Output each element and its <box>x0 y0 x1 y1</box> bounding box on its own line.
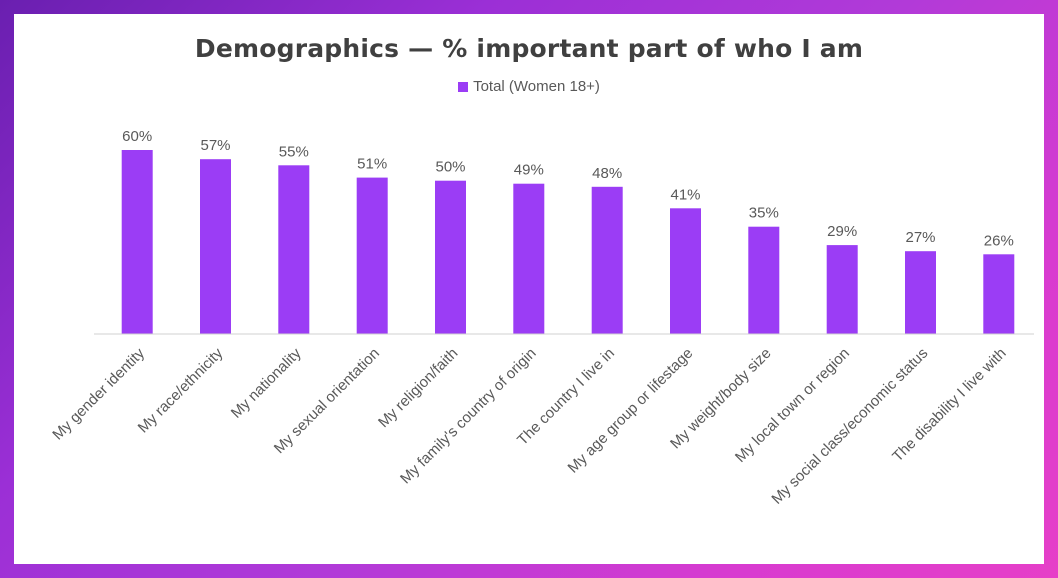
bar <box>278 165 310 334</box>
bar <box>435 180 466 334</box>
legend-swatch <box>458 81 469 92</box>
bar <box>905 251 936 334</box>
data-label: 49% <box>514 162 544 179</box>
data-label: 48% <box>592 165 622 182</box>
slide-panel: Demographics — % important part of who I… <box>14 14 1044 564</box>
category-label: My social class/economic status <box>768 345 931 508</box>
data-label: 57% <box>200 137 230 154</box>
bar <box>983 254 1015 334</box>
category-label: My family's country of origin <box>397 345 540 488</box>
category-label: My gender identity <box>49 344 148 443</box>
category-label: My age group or lifestage <box>565 345 697 477</box>
data-label: 35% <box>749 205 779 222</box>
chart-legend: Total (Women 18+) <box>14 78 1044 95</box>
data-label: 50% <box>435 159 465 176</box>
data-label: 29% <box>827 223 857 240</box>
category-label: My race/ethnicity <box>135 344 227 436</box>
data-label: 41% <box>670 186 700 203</box>
data-label: 27% <box>905 229 935 246</box>
bar <box>200 159 231 334</box>
legend-label: Total (Women 18+) <box>473 78 600 95</box>
bar <box>121 150 153 334</box>
bar <box>591 186 623 334</box>
bar <box>748 226 780 334</box>
bar <box>356 177 388 334</box>
bar <box>826 245 858 334</box>
category-label: My religion/faith <box>375 345 461 431</box>
category-label: My nationality <box>228 344 305 421</box>
bar-chart: 60% My gender identity 57% My race/ethnicit… <box>49 128 1034 508</box>
data-label: 26% <box>984 232 1014 249</box>
data-label: 55% <box>279 143 309 160</box>
chart-title: Demographics — % important part of who I… <box>194 34 864 63</box>
data-label: 60% <box>122 128 152 145</box>
data-label: 51% <box>357 156 387 173</box>
bar <box>670 208 701 334</box>
bar <box>513 183 545 334</box>
